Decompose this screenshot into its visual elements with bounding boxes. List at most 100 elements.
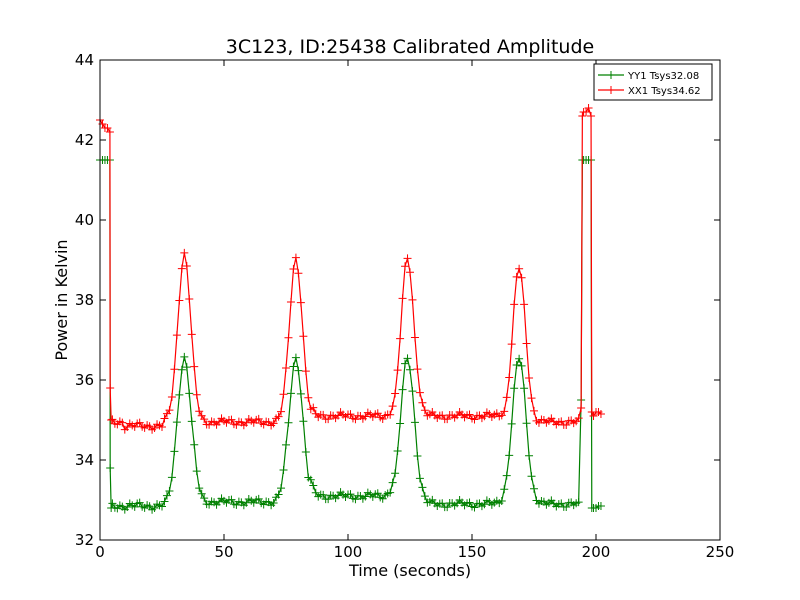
data-point-marker: [408, 295, 417, 304]
y-tick-label: 36: [75, 371, 94, 389]
data-point-marker: [502, 471, 511, 480]
data-point-marker: [418, 483, 427, 492]
x-tick-label: 250: [706, 543, 735, 561]
data-point-marker: [177, 365, 186, 374]
data-point-marker: [200, 494, 209, 503]
legend-label: YY1 Tsys32.08: [627, 71, 699, 82]
data-point-marker: [505, 451, 514, 460]
data-point-marker: [274, 412, 283, 421]
x-tick-label: 0: [95, 543, 105, 561]
data-point-marker: [443, 415, 452, 424]
data-point-marker: [284, 418, 293, 427]
data-point-marker: [500, 485, 509, 494]
data-point-marker: [165, 406, 174, 415]
data-point-marker: [286, 389, 295, 398]
y-tick-label: 34: [75, 451, 94, 469]
data-point-marker: [507, 340, 516, 349]
x-tick-label: 50: [214, 543, 233, 561]
data-point-marker: [162, 491, 171, 500]
data-point-marker: [386, 488, 395, 497]
data-point-marker: [515, 354, 524, 363]
data-point-marker: [520, 300, 529, 309]
data-point-marker: [391, 389, 400, 398]
data-point-marker: [525, 451, 534, 460]
data-point-marker: [465, 498, 474, 507]
data-point-marker: [182, 363, 191, 372]
data-point-marker: [465, 410, 474, 419]
data-point-marker: [296, 298, 305, 307]
data-point-marker: [410, 418, 419, 427]
data-point-marker: [410, 333, 419, 342]
data-point-marker: [391, 469, 400, 478]
data-point-marker: [401, 262, 410, 271]
data-point-marker: [574, 498, 583, 507]
data-point-marker: [160, 414, 169, 423]
x-tick-label: 100: [334, 543, 363, 561]
data-point-marker: [319, 410, 328, 419]
data-point-marker: [299, 332, 308, 341]
data-point-marker: [517, 361, 526, 370]
data-point-marker: [274, 490, 283, 499]
y-tick-label: 40: [75, 211, 94, 229]
data-point-marker: [406, 268, 414, 277]
data-point-marker: [279, 466, 288, 475]
data-point-marker: [301, 447, 310, 456]
y-tick-label: 32: [75, 531, 94, 549]
data-point-marker: [254, 494, 263, 503]
data-point-marker: [309, 403, 318, 412]
data-point-marker: [185, 389, 194, 398]
data-point-marker: [522, 339, 531, 348]
data-point-marker: [500, 407, 509, 416]
data-point-marker: [106, 384, 115, 392]
data-point-marker: [396, 419, 405, 428]
x-axis: 0 50 100 150 200 250: [95, 60, 734, 561]
data-point-marker: [398, 294, 407, 303]
data-point-marker: [578, 112, 587, 120]
data-point-marker: [170, 447, 179, 456]
data-point-marker: [507, 419, 516, 428]
series-xx1: [96, 104, 605, 434]
data-point-marker: [408, 387, 417, 396]
data-point-marker: [388, 402, 397, 411]
data-point-marker: [269, 419, 278, 428]
data-point-marker: [192, 467, 201, 476]
data-point-marker: [187, 330, 196, 339]
data-point-marker: [107, 416, 116, 424]
data-point-marker: [319, 490, 328, 499]
data-point-marker: [574, 414, 583, 423]
data-point-marker: [282, 364, 290, 373]
data-point-marker: [346, 410, 355, 419]
data-point-marker: [106, 464, 115, 472]
data-point-marker: [160, 497, 169, 506]
data-point-marker: [165, 486, 174, 495]
data-point-marker: [289, 265, 298, 273]
data-point-marker: [512, 361, 521, 370]
data-point-marker: [525, 373, 534, 382]
data-point-marker: [175, 390, 184, 399]
data-point-marker: [180, 352, 189, 361]
data-point-marker: [299, 417, 308, 426]
data-point-marker: [192, 390, 201, 399]
data-point-marker: [172, 418, 181, 427]
data-point-marker: [306, 475, 315, 484]
data-point-marker: [373, 409, 382, 418]
data-point-marker: [562, 421, 571, 430]
data-point-marker: [420, 492, 429, 501]
data-point-marker: [398, 385, 407, 394]
data-point-marker: [515, 264, 524, 273]
data-point-marker: [182, 261, 191, 270]
data-point-marker: [294, 366, 303, 375]
x-axis-title: Time (seconds): [348, 561, 471, 580]
data-point-marker: [530, 484, 538, 493]
legend-box: [593, 63, 713, 101]
data-point-marker: [403, 254, 412, 263]
legend-marker: [607, 71, 615, 79]
data-point-marker: [577, 404, 586, 412]
data-point-marker: [309, 481, 318, 490]
data-point-marker: [522, 419, 531, 428]
data-point-marker: [418, 398, 427, 407]
data-point-marker: [562, 503, 571, 512]
data-point-marker: [195, 484, 204, 493]
data-point-marker: [180, 248, 189, 257]
